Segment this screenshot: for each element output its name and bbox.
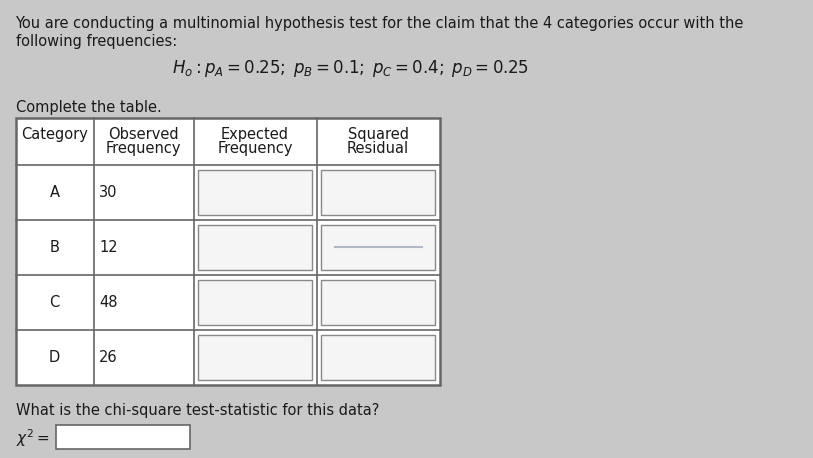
Bar bbox=[198, 225, 312, 270]
Text: Category: Category bbox=[21, 127, 88, 142]
Bar bbox=[321, 170, 435, 215]
Bar bbox=[321, 280, 435, 325]
Bar bbox=[56, 425, 189, 449]
Text: What is the chi-square test-statistic for this data?: What is the chi-square test-statistic fo… bbox=[15, 403, 379, 418]
Text: Squared: Squared bbox=[348, 127, 409, 142]
Text: You are conducting a multinomial hypothesis test for the claim that the 4 catego: You are conducting a multinomial hypothe… bbox=[15, 16, 744, 31]
Text: Frequency: Frequency bbox=[217, 141, 293, 156]
Text: Complete the table.: Complete the table. bbox=[15, 100, 161, 115]
Text: Observed: Observed bbox=[108, 127, 179, 142]
Bar bbox=[321, 335, 435, 380]
Text: Expected: Expected bbox=[221, 127, 289, 142]
Text: $H_o: p_A = 0.25;\; p_B = 0.1;\; p_C = 0.4;\; p_D = 0.25$: $H_o: p_A = 0.25;\; p_B = 0.1;\; p_C = 0… bbox=[172, 58, 528, 79]
Text: 48: 48 bbox=[99, 295, 118, 310]
Bar bbox=[198, 280, 312, 325]
Text: Residual: Residual bbox=[347, 141, 409, 156]
Text: $\chi^2 =$: $\chi^2 =$ bbox=[15, 427, 50, 449]
Text: Frequency: Frequency bbox=[106, 141, 181, 156]
Text: 30: 30 bbox=[99, 185, 118, 200]
Text: 12: 12 bbox=[99, 240, 118, 255]
Bar bbox=[198, 170, 312, 215]
Text: following frequencies:: following frequencies: bbox=[15, 34, 176, 49]
Text: C: C bbox=[50, 295, 60, 310]
Text: B: B bbox=[50, 240, 59, 255]
Bar bbox=[198, 335, 312, 380]
Text: D: D bbox=[49, 350, 60, 365]
Bar bbox=[15, 118, 440, 385]
Bar bbox=[321, 225, 435, 270]
Text: 26: 26 bbox=[99, 350, 118, 365]
Text: A: A bbox=[50, 185, 59, 200]
